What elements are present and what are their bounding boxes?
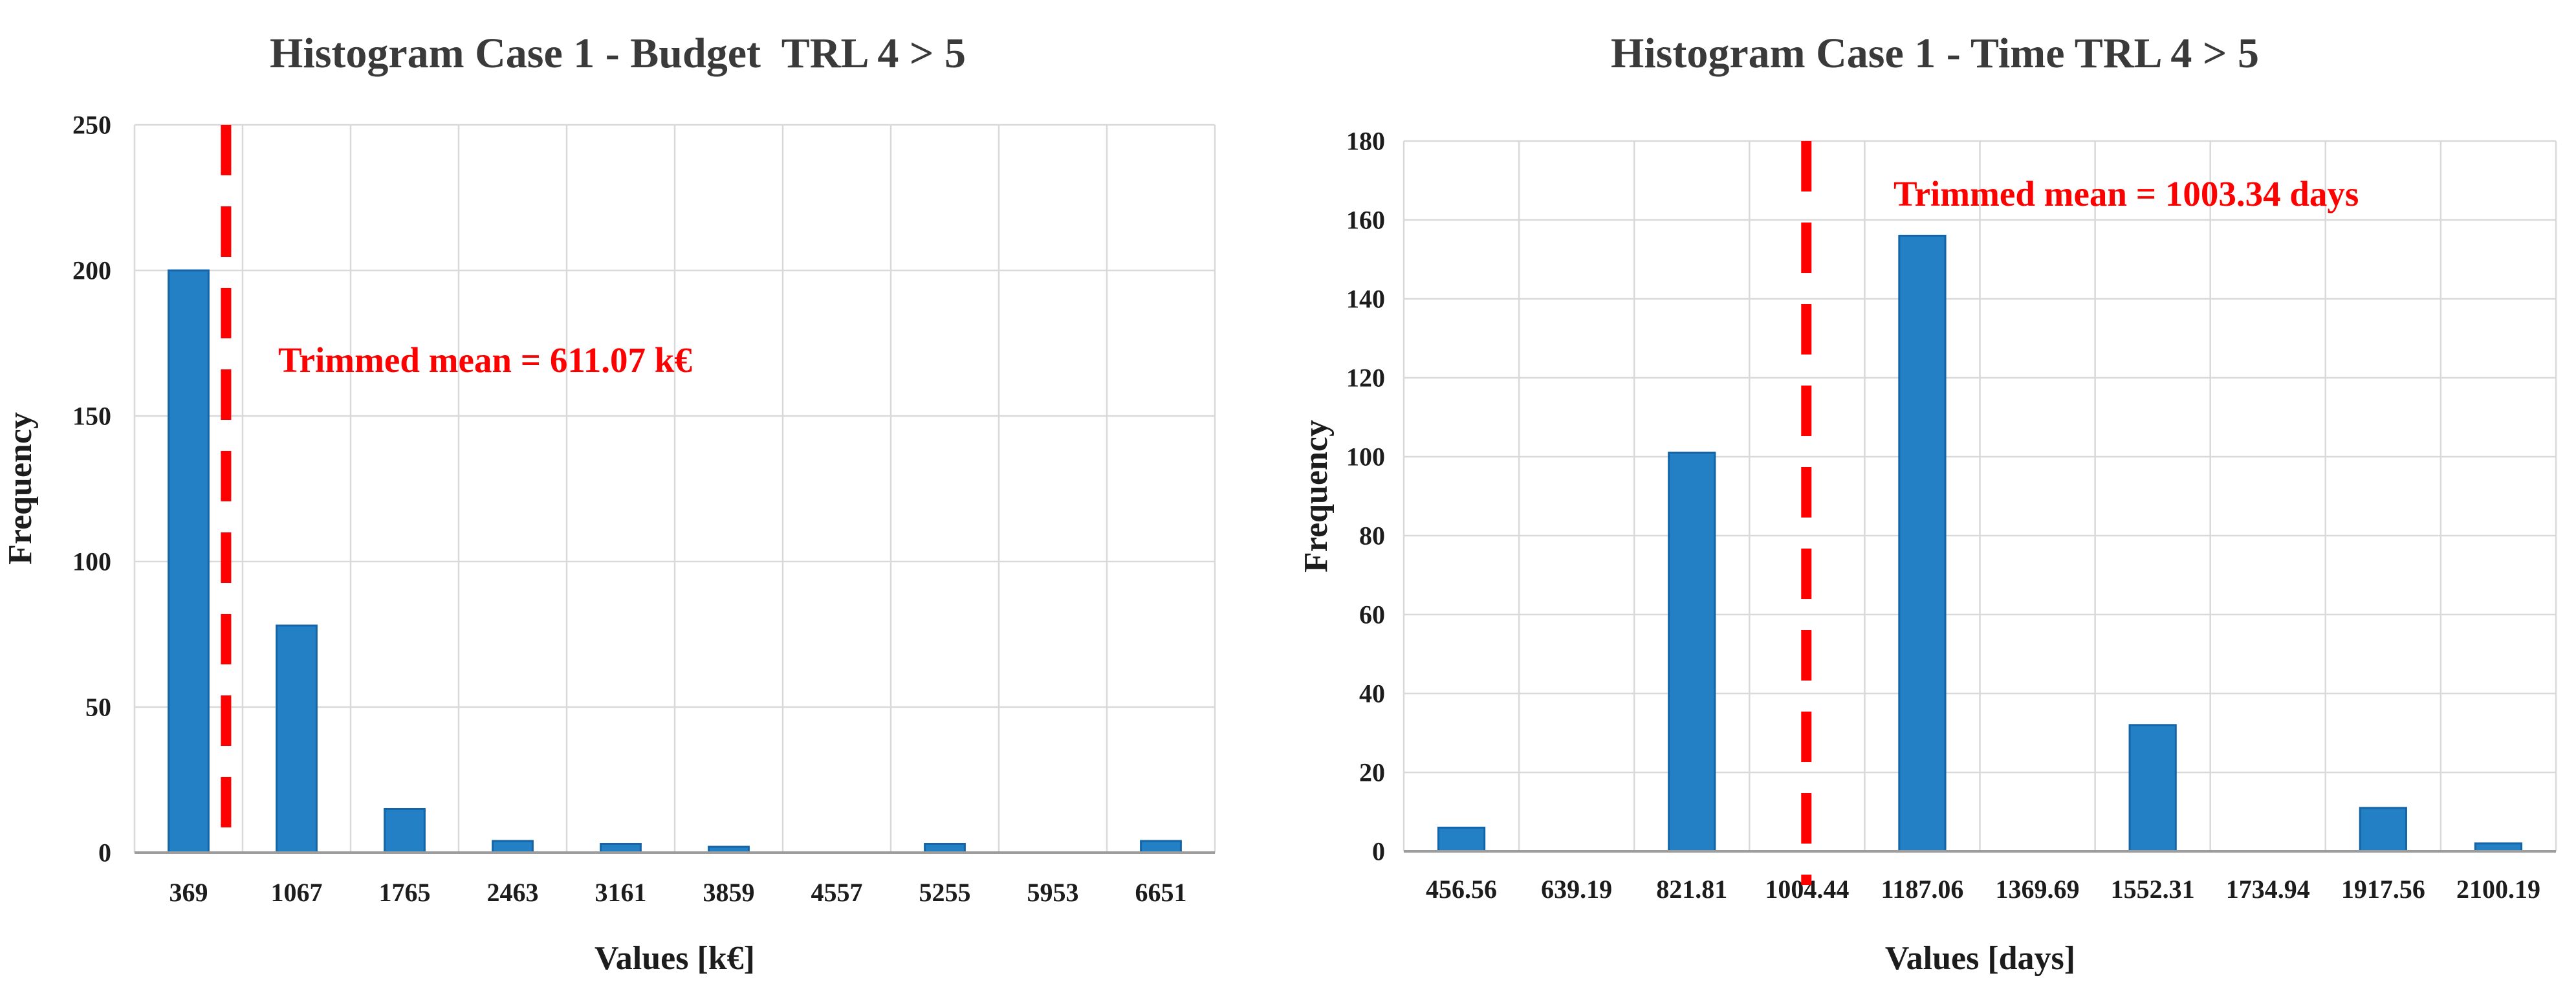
x-tick-label: 5255 [919, 878, 971, 907]
x-tick-label: 2463 [487, 878, 539, 907]
chart-title: Histogram Case 1 - Budget TRL 4 > 5 [270, 30, 966, 77]
bar [384, 808, 426, 854]
bar [276, 624, 318, 854]
x-tick-label: 2100.19 [2456, 875, 2540, 904]
x-axis-title: Values [days] [1885, 940, 2075, 977]
x-tick-label: 1552.31 [2111, 875, 2195, 904]
x-tick-label: 821.81 [1656, 875, 1727, 904]
bar [600, 843, 642, 854]
y-tick-label: 50 [85, 693, 111, 722]
y-axis-title: Frequency [2, 412, 39, 565]
y-tick-label: 140 [1346, 285, 1385, 314]
x-axis-title: Values [k€] [595, 940, 755, 977]
bar [924, 843, 966, 854]
bar [2359, 807, 2407, 853]
y-tick-label: 120 [1346, 364, 1385, 393]
y-tick-label: 0 [98, 838, 111, 868]
x-tick-label: 1765 [379, 878, 431, 907]
bar [168, 269, 210, 854]
trimmed-mean-label: Trimmed mean = 611.07 k€ [278, 340, 692, 380]
y-tick-label: 80 [1359, 521, 1385, 551]
y-axis-title: Frequency [1298, 420, 1335, 573]
x-tick-label: 369 [169, 878, 208, 907]
x-tick-label: 4557 [811, 878, 863, 907]
x-tick-label: 6651 [1135, 878, 1187, 907]
trimmed-mean-label: Trimmed mean = 1003.34 days [1894, 174, 2359, 213]
x-tick-label: 5953 [1027, 878, 1079, 907]
x-tick-label: 1734.94 [2226, 875, 2310, 904]
x-tick-label: 1917.56 [2341, 875, 2425, 904]
x-tick-label: 639.19 [1541, 875, 1612, 904]
y-tick-label: 60 [1359, 600, 1385, 629]
y-tick-label: 20 [1359, 758, 1385, 787]
bar [1437, 826, 1486, 853]
budget-histogram-svg: 0 50 100 150 200 250 369 1067 1765 2463 3161 3859 45… [2, 30, 1216, 977]
y-tick-label: 100 [1346, 442, 1385, 472]
y-tick-label: 200 [72, 256, 111, 285]
time-histogram-chart: 0 20 40 60 80 100 120 140 160 180 456.56 639.19 821.… [1288, 0, 2576, 993]
time-histogram-svg: 0 20 40 60 80 100 120 140 160 180 456.56 639.19 821.… [1298, 30, 2557, 977]
bar [1668, 452, 1716, 853]
x-tick-label: 1369.69 [1996, 875, 2080, 904]
chart-title: Histogram Case 1 - Time TRL 4 > 5 [1611, 30, 2259, 77]
y-tick-label: 0 [1372, 837, 1385, 866]
plot-area: 0 20 40 60 80 100 120 140 160 180 456.56 639.19 821.… [1346, 127, 2557, 904]
y-tick-label: 100 [72, 547, 111, 576]
x-tick-label: 456.56 [1426, 875, 1497, 904]
bar [1140, 840, 1182, 854]
bar [2128, 724, 2177, 853]
bar [1898, 234, 1947, 853]
budget-histogram-chart: 0 50 100 150 200 250 369 1067 1765 2463 3161 3859 45… [2, 30, 1216, 977]
x-tick-label: 1067 [271, 878, 323, 907]
y-tick-label: 160 [1346, 206, 1385, 235]
x-tick-label: 3161 [595, 878, 647, 907]
y-tick-label: 180 [1346, 127, 1385, 156]
x-tick-label: 1187.06 [1881, 875, 1964, 904]
plot-area: 0 50 100 150 200 250 369 1067 1765 2463 3161 3859 45… [72, 111, 1216, 907]
bar [492, 840, 534, 854]
y-tick-label: 250 [72, 111, 111, 140]
y-tick-label: 40 [1359, 679, 1385, 708]
y-tick-label: 150 [72, 402, 111, 431]
x-tick-label: 3859 [703, 878, 755, 907]
